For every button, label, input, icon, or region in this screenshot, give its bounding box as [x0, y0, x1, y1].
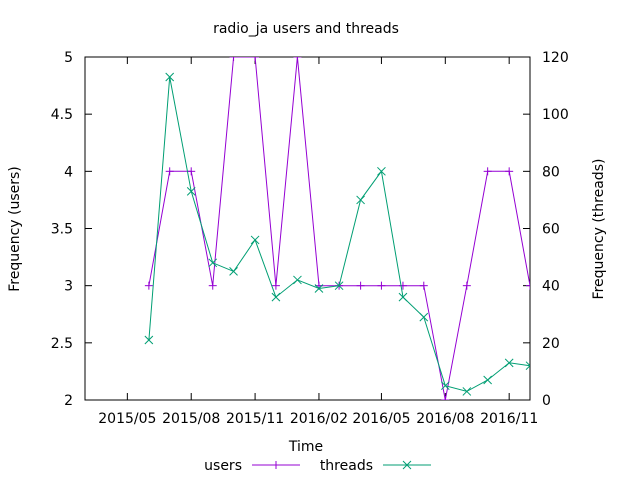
data-point-threads-11: [377, 166, 386, 176]
y-axis-right-label: Frequency (threads): [591, 159, 607, 300]
data-point-users-13: [419, 281, 428, 290]
data-point-threads-10: [356, 195, 365, 205]
data-point-threads-17: [504, 358, 514, 368]
y-right-tick-label: 60: [542, 222, 560, 238]
legend-label-users: users: [204, 458, 242, 474]
series-line-threads: [148, 76, 530, 392]
data-point-threads-3: [208, 258, 218, 268]
data-point-users-12: [398, 281, 407, 290]
x-tick-label: 2016/08: [416, 411, 474, 427]
y-right-tick-label: 40: [542, 279, 560, 295]
series-threads: [144, 72, 530, 396]
x-tick-label: 2016/02: [290, 411, 348, 427]
data-point-users-0: [144, 281, 153, 290]
y-left-tick-label: 3.5: [51, 222, 73, 238]
x-tick-label: 2016/05: [352, 411, 410, 427]
data-point-users-6: [271, 281, 280, 290]
data-point-users-16: [483, 167, 492, 176]
data-point-threads-6: [271, 292, 281, 302]
x-tick-label: 2015/11: [226, 411, 284, 427]
series-users: [144, 57, 530, 400]
data-point-users-5: [251, 57, 260, 61]
legend-marker-users: [272, 461, 280, 469]
data-point-users-18: [526, 281, 530, 290]
data-point-threads-18: [525, 361, 530, 371]
x-axis-label: Time: [288, 439, 323, 455]
data-point-threads-9: [334, 281, 344, 291]
data-point-threads-0: [144, 335, 154, 345]
legend-marker-threads: [402, 460, 412, 470]
series-line-users: [148, 57, 530, 400]
data-point-threads-7: [293, 275, 302, 285]
y-right-tick-label: 0: [542, 393, 551, 409]
y-left-tick-label: 4.5: [51, 107, 73, 123]
data-point-threads-4: [229, 267, 238, 276]
data-point-threads-12: [398, 292, 408, 302]
y-left-tick-label: 2.5: [51, 336, 73, 352]
chart-title: radio_ja users and threads: [213, 21, 399, 37]
data-point-users-17: [505, 167, 514, 176]
ticks-layer: 2 2.5 3 3.5 4 4.5 5 0 20 40 60 80 100 120 2015/05 2015/…: [51, 50, 569, 427]
legend-sample-users: [252, 461, 300, 469]
data-point-threads-2: [186, 186, 196, 196]
data-point-users-15: [462, 281, 471, 290]
data-point-users-3: [208, 281, 217, 290]
data-point-users-7: [293, 57, 302, 61]
x-tick-label: 2016/11: [480, 411, 538, 427]
legend-sample-threads: [383, 460, 431, 470]
y-left-tick-label: 2: [64, 393, 73, 409]
data-point-threads-16: [483, 375, 493, 385]
data-point-threads-5: [250, 235, 260, 245]
data-point-users-11: [377, 281, 386, 290]
y-left-tick-label: 3: [64, 279, 73, 295]
x-tick-label: 2015/05: [98, 411, 156, 427]
plot-frame: [84, 56, 531, 401]
data-point-threads-13: [419, 312, 429, 322]
data-point-threads-1: [165, 72, 175, 82]
data-point-threads-14: [440, 381, 450, 391]
legend-label-threads: threads: [320, 458, 373, 474]
data-point-users-4: [229, 57, 238, 61]
data-point-users-10: [356, 281, 365, 290]
y-axis-left-label: Frequency (users): [7, 166, 23, 292]
data-point-users-1: [165, 167, 174, 176]
y-right-tick-label: 80: [542, 164, 560, 180]
y-right-tick-label: 120: [542, 50, 569, 66]
data-point-threads-15: [462, 387, 472, 396]
y-left-tick-label: 4: [64, 164, 73, 180]
x-tick-label: 2015/08: [162, 411, 220, 427]
legend: users threads: [204, 458, 431, 474]
series-layer: [144, 57, 530, 400]
data-point-threads-8: [314, 284, 324, 293]
y-left-tick-label: 5: [64, 50, 73, 66]
data-point-users-14: [441, 396, 450, 400]
data-point-users-2: [187, 167, 196, 176]
y-right-tick-label: 100: [542, 107, 569, 123]
y-right-tick-label: 20: [542, 336, 560, 352]
